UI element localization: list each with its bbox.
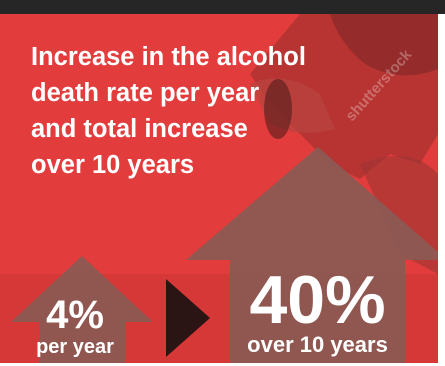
stat-per-year: 4% per year [19, 294, 131, 358]
play-marker-shape [166, 279, 210, 357]
stat-per-year-caption: per year [36, 336, 114, 358]
headline-line-2: death rate per year [31, 79, 260, 107]
bottle-shape [264, 79, 292, 139]
small-arrow-shape [11, 256, 153, 363]
top-bar [0, 0, 445, 14]
person-shoulder [330, 14, 438, 76]
stat-ten-year-caption: over 10 years [247, 332, 388, 357]
stat-ten-year: 40% over 10 years [230, 262, 405, 358]
photo-shapes: shutterstock [0, 14, 438, 363]
background-photo: shutterstock Increase in the alcohol dea… [0, 14, 438, 363]
headline-line-4: over 10 years [31, 151, 195, 179]
headline-line-3: and total increase [31, 115, 248, 143]
headline: Increase in the alcohol death rate per y… [31, 39, 331, 183]
headline-line-1: Increase in the alcohol [31, 43, 306, 71]
stat-ten-year-value: 40% [249, 262, 386, 338]
big-arrow-shape [186, 147, 438, 363]
stat-per-year-value: 4% [46, 293, 104, 337]
